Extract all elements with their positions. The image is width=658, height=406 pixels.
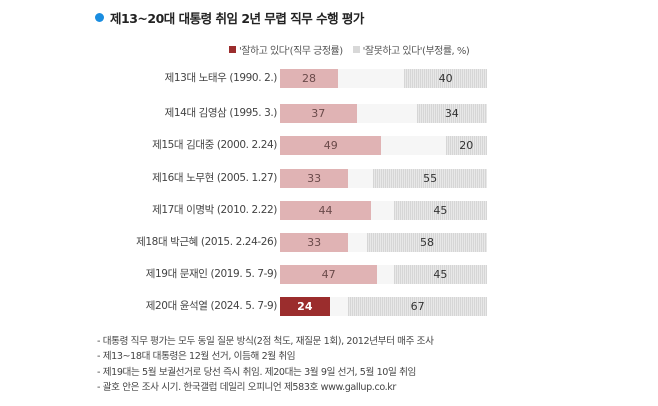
- chart-row: 제15대 김대중 (2000. 2.24) 49 20: [0, 136, 658, 155]
- negative-bar: 58: [366, 233, 487, 252]
- legend-negative-label: '잘못하고 있다'(부정률, %): [362, 46, 470, 57]
- negative-bar: 55: [373, 169, 487, 188]
- positive-bar: 49: [280, 136, 382, 155]
- positive-bar: 28: [280, 69, 338, 88]
- chart-row: 제14대 김영삼 (1995. 3.) 37 34: [0, 104, 658, 123]
- legend-positive-label: '잘하고 있다'(직무 긍정률): [239, 46, 343, 57]
- row-label: 제13대 노태우 (1990. 2.): [164, 72, 278, 84]
- row-label: 제19대 문재인 (2019. 5. 7-9): [145, 268, 278, 280]
- bar-track: 33 55: [280, 169, 487, 188]
- chart-legend: '잘하고 있다'(직무 긍정률) '잘못하고 있다'(부정률, %): [229, 42, 470, 57]
- row-label: 제18대 박근혜 (2015. 2.24-26): [136, 236, 277, 248]
- row-label: 제20대 윤석열 (2024. 5. 7-9): [145, 300, 278, 312]
- positive-bar: 33: [280, 233, 349, 252]
- bar-track: 33 58: [280, 233, 487, 252]
- chart-row: 제16대 노무현 (2005. 1.27) 33 55: [0, 169, 658, 188]
- row-label: 제16대 노무현 (2005. 1.27): [152, 172, 277, 184]
- positive-bar: 24: [280, 297, 330, 316]
- footnote: - 제19대는 5월 보궐선거로 당선 즉시 취임. 제20대는 3월 9일 선…: [97, 366, 416, 378]
- negative-bar: 45: [393, 201, 487, 220]
- row-label: 제15대 김대중 (2000. 2.24): [152, 139, 277, 151]
- chart-row: 제17대 이명박 (2010. 2.22) 44 45: [0, 201, 658, 220]
- positive-bar: 37: [280, 104, 357, 123]
- chart-row: 제20대 윤석열 (2024. 5. 7-9) 24 67: [0, 297, 658, 316]
- chart-row: 제19대 문재인 (2019. 5. 7-9) 47 45: [0, 265, 658, 284]
- row-label: 제14대 김영삼 (1995. 3.): [164, 107, 278, 119]
- footnote: - 대통령 직무 평가는 모두 동일 질문 방식(2점 척도, 재질문 1회),…: [97, 336, 434, 347]
- negative-bar: 67: [348, 297, 487, 316]
- bar-track: 24 67: [280, 297, 487, 316]
- positive-bar: 47: [280, 265, 378, 284]
- legend-negative-swatch-icon: [352, 46, 360, 53]
- footnote: - 괄호 안은 조사 시기. 한국갤럽 데일리 오피니언 제583호 www.g…: [97, 381, 396, 393]
- negative-bar: 45: [393, 265, 487, 284]
- positive-bar: 44: [280, 201, 372, 220]
- negative-bar: 40: [404, 69, 487, 88]
- bullet-dot-icon: [95, 12, 104, 22]
- positive-bar: 33: [280, 169, 349, 188]
- footnote: - 제13~18대 대통령은 12월 선거, 이듬해 2월 취임: [97, 351, 296, 363]
- bar-track: 28 40: [280, 69, 487, 88]
- negative-bar: 34: [416, 104, 487, 123]
- chart-title: 제13~20대 대통령 취임 2년 무렵 직무 수행 평가: [95, 9, 364, 26]
- footnotes: - 대통령 직무 평가는 모두 동일 질문 방식(2점 척도, 재질문 1회),…: [97, 334, 434, 395]
- chart-row: 제13대 노태우 (1990. 2.) 28 40: [0, 69, 658, 88]
- negative-bar: 20: [445, 136, 487, 155]
- legend-positive-swatch-icon: [229, 46, 236, 53]
- bar-track: 49 20: [280, 136, 487, 155]
- row-label: 제17대 이명박 (2010. 2.22): [152, 204, 277, 216]
- bar-track: 44 45: [280, 201, 487, 220]
- bar-track: 37 34: [280, 104, 487, 123]
- chart-row: 제18대 박근혜 (2015. 2.24-26) 33 58: [0, 233, 658, 252]
- bar-track: 47 45: [280, 265, 487, 284]
- chart-title-text: 제13~20대 대통령 취임 2년 무렵 직무 수행 평가: [110, 10, 364, 26]
